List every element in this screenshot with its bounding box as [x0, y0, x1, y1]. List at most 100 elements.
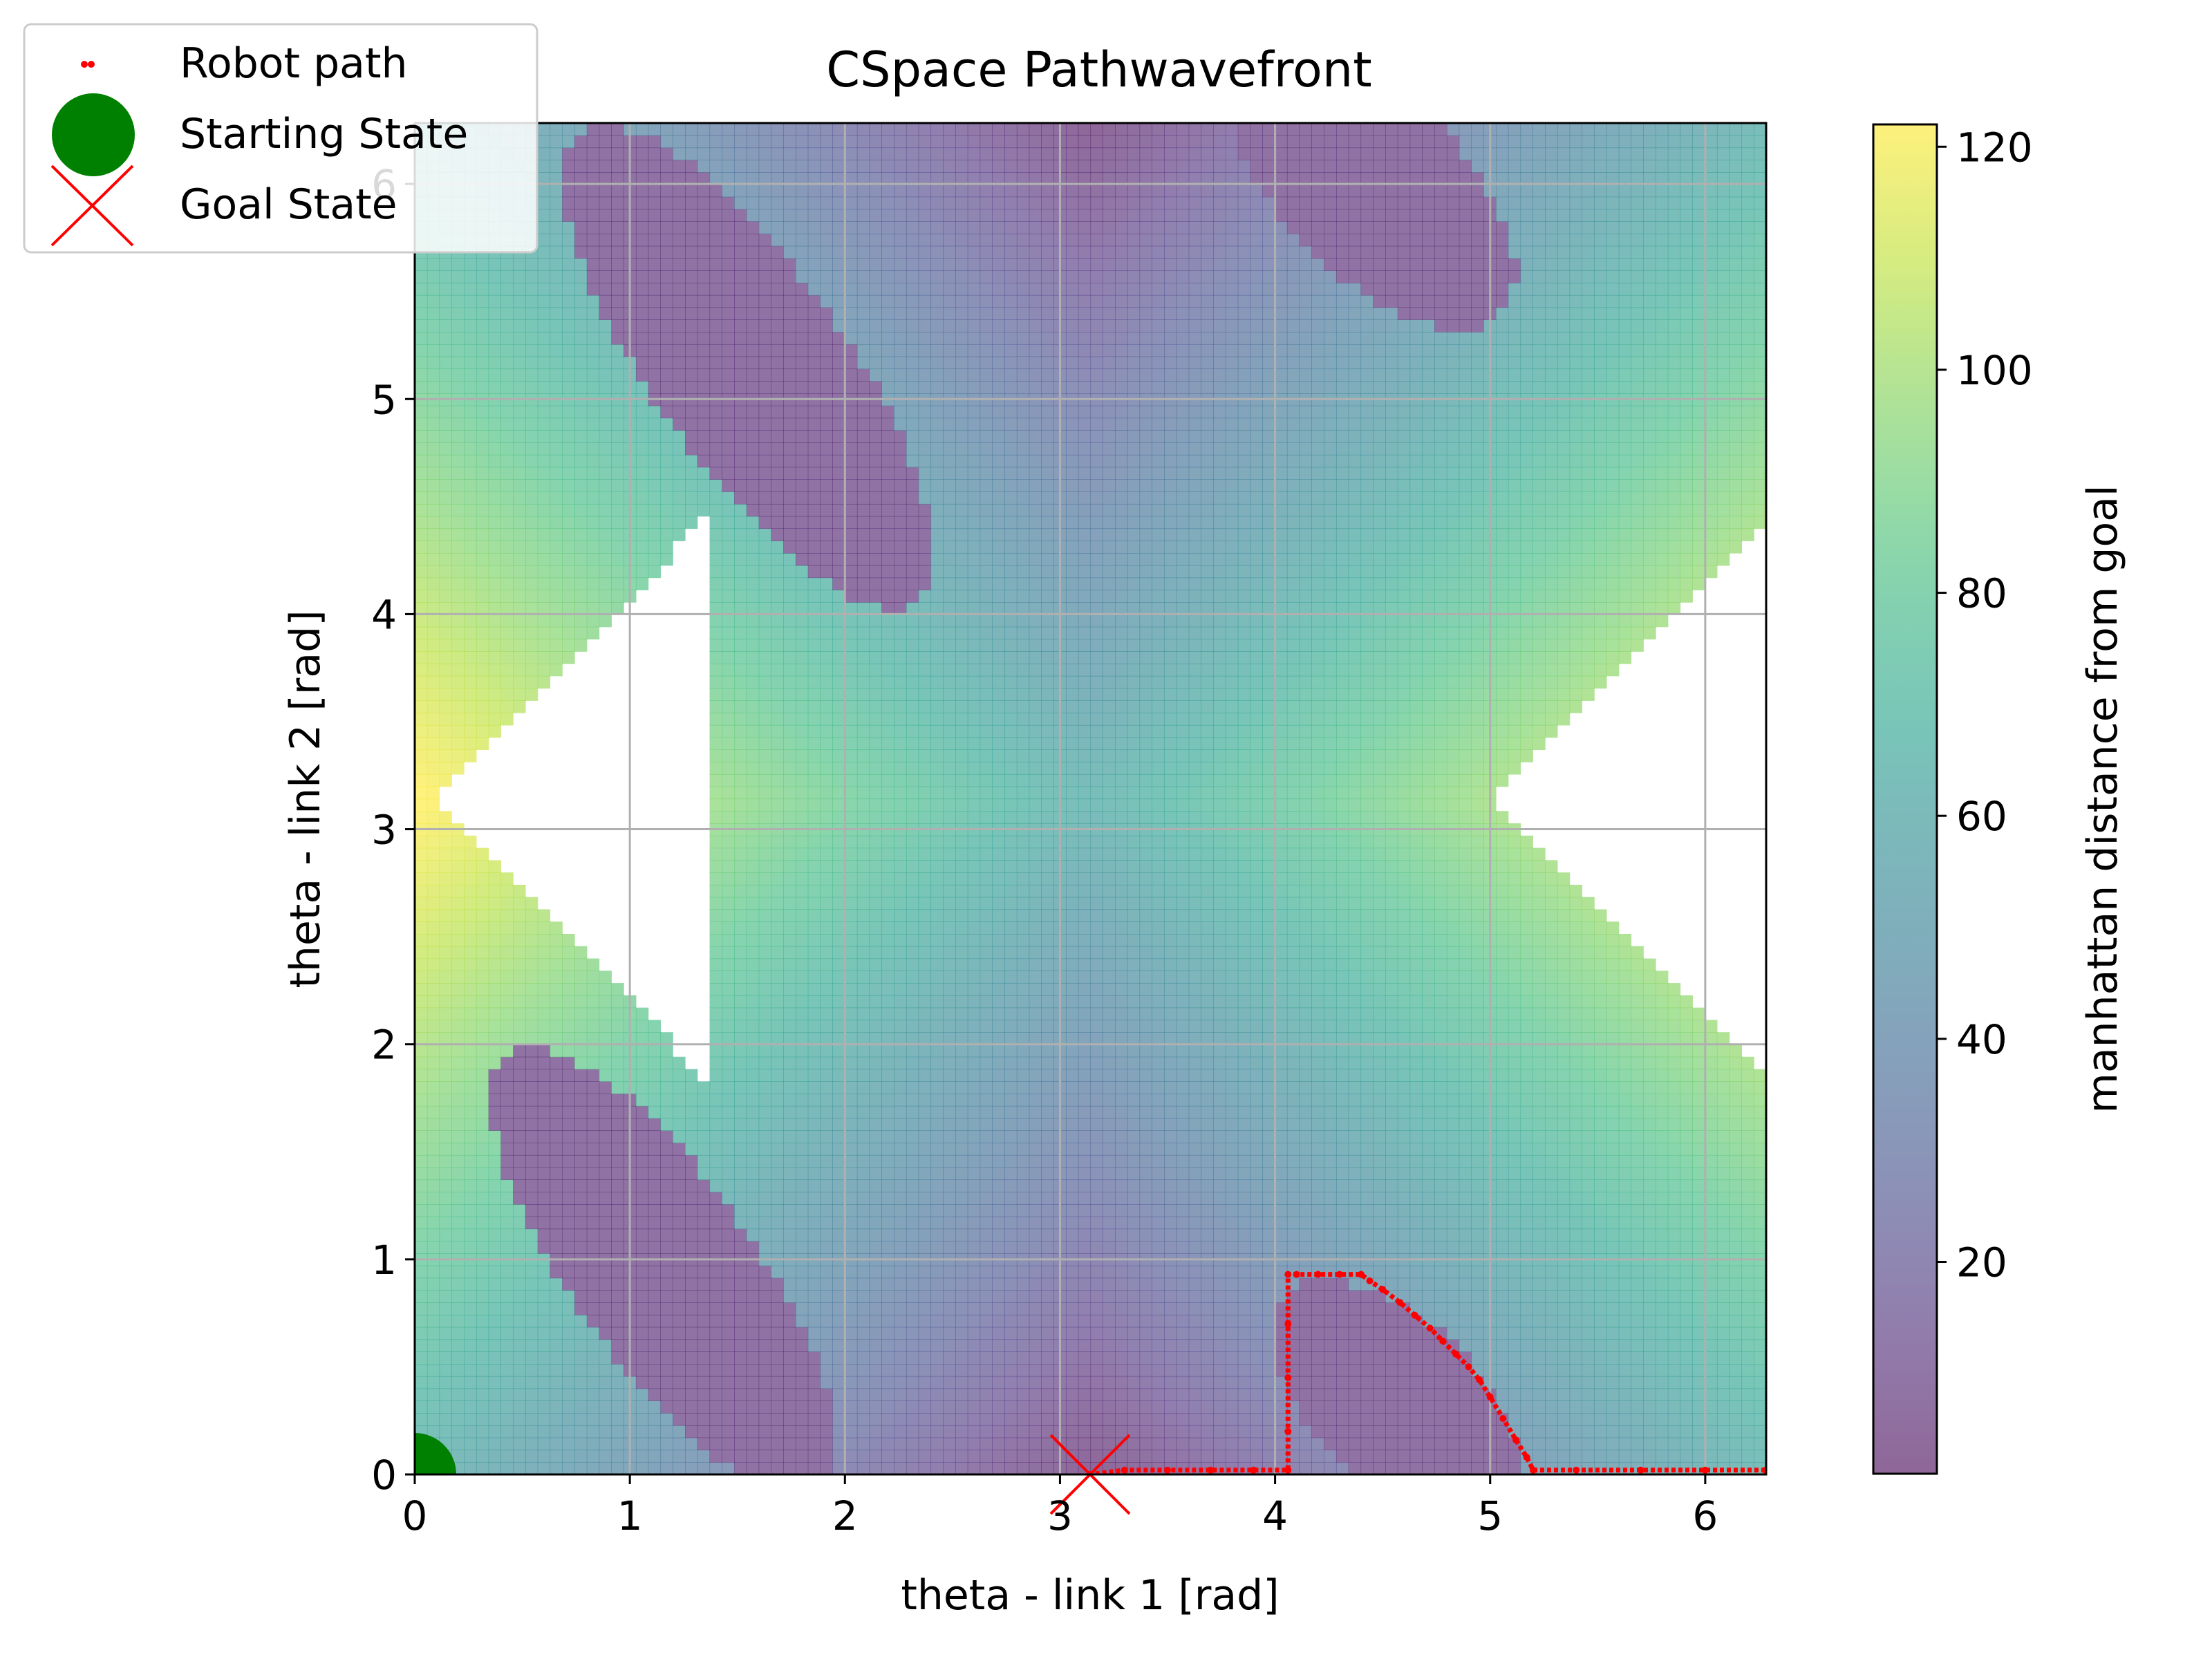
- heatmap-cell: [451, 724, 465, 738]
- heatmap-cell: [427, 639, 440, 652]
- heatmap-cell: [488, 344, 502, 357]
- heatmap-cell: [1004, 184, 1018, 198]
- heatmap-cell: [1016, 332, 1030, 345]
- heatmap-cell: [476, 1425, 489, 1438]
- heatmap-cell: [820, 356, 833, 370]
- heatmap-cell: [832, 1302, 845, 1315]
- heatmap-cell: [439, 1020, 452, 1033]
- heatmap-cell: [562, 184, 575, 198]
- heatmap-cell: [918, 528, 932, 541]
- heatmap-cell: [980, 1069, 993, 1082]
- heatmap-cell: [918, 884, 932, 898]
- heatmap-cell: [771, 1105, 784, 1119]
- heatmap-cell: [771, 590, 784, 603]
- heatmap-cell: [451, 921, 465, 935]
- heatmap-cell: [586, 381, 600, 394]
- heatmap-cell: [488, 258, 502, 271]
- heatmap-cell: [427, 1413, 440, 1426]
- heatmap-cell: [513, 1069, 526, 1082]
- heatmap-cell: [574, 368, 588, 382]
- heatmap-cell: [967, 1425, 981, 1438]
- heatmap-cell: [746, 172, 760, 185]
- heatmap-cell: [513, 958, 526, 971]
- heatmap-cell: [758, 1143, 772, 1156]
- heatmap-cell: [488, 418, 502, 431]
- heatmap-cell: [894, 172, 907, 185]
- heatmap-cell: [930, 528, 944, 541]
- heatmap-cell: [943, 344, 956, 357]
- heatmap-cell: [930, 713, 944, 726]
- heatmap-cell: [500, 283, 514, 296]
- heatmap-cell: [758, 872, 772, 885]
- heatmap-cell: [488, 626, 502, 640]
- heatmap-cell: [660, 1130, 673, 1143]
- heatmap-cell: [611, 332, 624, 345]
- heatmap-cell: [820, 1192, 833, 1205]
- heatmap-cell: [906, 1314, 919, 1328]
- heatmap-cell: [881, 430, 894, 443]
- heatmap-cell: [918, 1376, 932, 1389]
- heatmap-cell: [476, 897, 489, 910]
- heatmap-cell: [500, 1007, 514, 1021]
- heatmap-cell: [464, 541, 477, 554]
- heatmap-cell: [415, 1143, 428, 1156]
- heatmap-cell: [562, 971, 575, 984]
- heatmap-cell: [967, 344, 981, 357]
- heatmap-cell: [758, 172, 772, 185]
- heatmap-cell: [967, 835, 981, 849]
- heatmap-cell: [881, 1413, 894, 1426]
- heatmap-cell: [906, 1081, 919, 1094]
- heatmap-cell: [697, 172, 711, 185]
- heatmap-cell: [845, 713, 858, 726]
- heatmap-cell: [1016, 1044, 1030, 1058]
- heatmap-cell: [930, 1376, 944, 1389]
- heatmap-cell: [783, 1425, 796, 1438]
- heatmap-cell: [476, 454, 489, 468]
- heatmap-cell: [918, 1044, 932, 1058]
- heatmap-cell: [795, 467, 809, 480]
- heatmap-cell: [439, 590, 452, 603]
- heatmap-cell: [980, 1020, 993, 1033]
- heatmap-cell: [550, 1314, 563, 1328]
- heatmap-cell: [451, 307, 465, 320]
- heatmap-cell: [930, 626, 944, 640]
- heatmap-cell: [881, 1290, 894, 1303]
- heatmap-cell: [967, 1007, 981, 1021]
- heatmap-cell: [980, 147, 993, 160]
- heatmap-cell: [550, 344, 563, 357]
- heatmap-cell: [856, 294, 870, 308]
- heatmap-cell: [427, 356, 440, 370]
- heatmap-cell: [746, 1094, 760, 1107]
- heatmap-cell: [673, 1327, 686, 1340]
- heatmap-cell: [525, 1130, 538, 1143]
- heatmap-cell: [1016, 1376, 1030, 1389]
- heatmap-cell: [856, 1204, 870, 1217]
- heatmap-cell: [673, 1094, 686, 1107]
- heatmap-cell: [845, 430, 858, 443]
- heatmap-cell: [894, 196, 907, 210]
- heatmap-cell: [943, 713, 956, 726]
- heatmap-cell: [415, 946, 428, 959]
- heatmap-cell: [722, 921, 735, 935]
- heatmap-cell: [525, 344, 538, 357]
- heatmap-cell: [734, 1364, 747, 1377]
- heatmap-cell: [992, 405, 1005, 419]
- heatmap-cell: [832, 1020, 845, 1033]
- heatmap-cell: [832, 160, 845, 173]
- heatmap-cell: [918, 442, 932, 456]
- heatmap-cell: [550, 221, 563, 234]
- heatmap-cell: [464, 995, 477, 1009]
- heatmap-cell: [599, 1228, 612, 1241]
- heatmap-cell: [1004, 283, 1018, 296]
- heatmap-cell: [869, 221, 882, 234]
- heatmap-cell: [856, 418, 870, 431]
- heatmap-cell: [1004, 491, 1018, 505]
- heatmap-cell: [943, 1143, 956, 1156]
- heatmap-cell: [783, 1167, 796, 1181]
- heatmap-cell: [734, 1327, 747, 1340]
- heatmap-cell: [758, 1265, 772, 1279]
- heatmap-cell: [845, 1364, 858, 1377]
- heatmap-cell: [586, 1118, 600, 1131]
- heatmap-cell: [881, 1069, 894, 1082]
- heatmap-cell: [537, 1032, 551, 1045]
